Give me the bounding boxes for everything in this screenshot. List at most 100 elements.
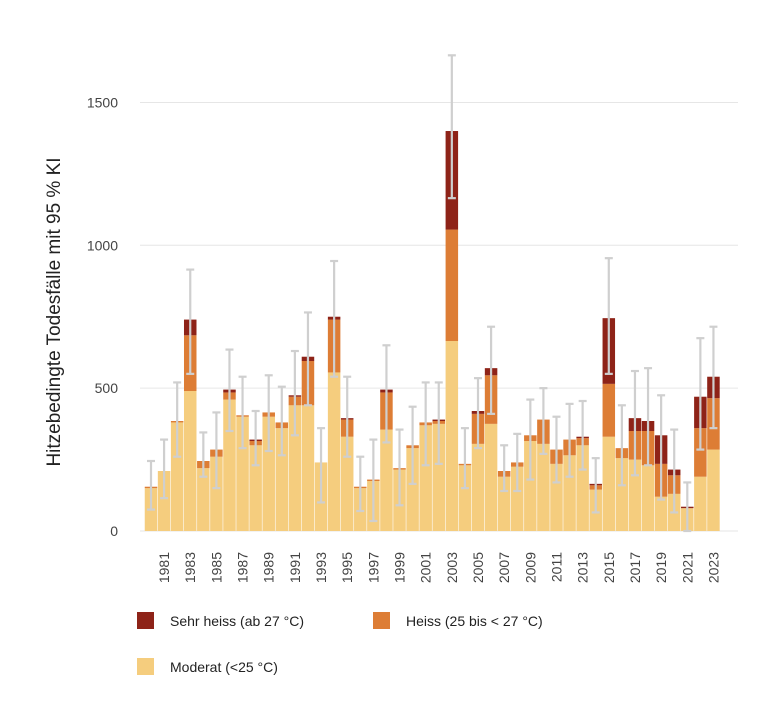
error-bar (303, 311, 312, 407)
y-axis-ticks: 0 500 1000 1500 (87, 94, 118, 539)
bar-segment (301, 405, 315, 531)
error-bar (186, 268, 195, 375)
chart-canvas: 0 500 1000 1500 1981 1983 1985 1987 1989 1991 199… (44, 54, 738, 583)
x-tick-label: 1991 (287, 552, 303, 583)
bar-segment (432, 423, 446, 531)
bar-segment (445, 229, 459, 342)
bar-segment (602, 436, 616, 531)
x-tick-label: 1999 (392, 552, 408, 583)
error-bar (264, 374, 273, 453)
error-bar (617, 404, 626, 487)
error-bar (421, 381, 430, 467)
x-tick-label: 2013 (575, 552, 591, 583)
legend-swatch-sehr-heiss (137, 612, 154, 629)
x-tick-label: 2015 (601, 552, 617, 583)
bar-segment (602, 383, 616, 437)
bar-segment (550, 463, 563, 531)
bars (144, 131, 720, 531)
error-bar (513, 432, 522, 493)
legend-swatch-moderat (137, 658, 154, 675)
bar-segment (694, 428, 707, 477)
error-bar (487, 325, 496, 415)
error-bar (147, 459, 155, 511)
x-tick-label: 1981 (156, 552, 172, 583)
x-tick-label: 1995 (339, 552, 355, 583)
bar-segment (445, 341, 459, 531)
bar-segment (537, 443, 550, 531)
x-tick-label: 2007 (496, 552, 512, 583)
bar-segment (641, 465, 655, 531)
error-bar (173, 381, 182, 458)
bar-segment (183, 391, 197, 531)
x-tick-label: 1985 (208, 552, 224, 583)
legend-label-heiss: Heiss (25 bis < 27 °C) (406, 612, 543, 629)
legend-item-moderat[interactable]: Moderat (<25 °C) (137, 658, 278, 675)
error-bar (644, 367, 653, 467)
bar-segment (628, 459, 642, 531)
error-bar (709, 325, 718, 430)
error-bar (343, 375, 352, 458)
error-bar (591, 457, 600, 514)
bar-segment (419, 425, 432, 531)
bar-segment (327, 372, 341, 531)
error-bar (500, 444, 509, 493)
x-tick-label: 2003 (444, 552, 460, 583)
y-axis-title: Hitzebedingte Todesfälle mit 95 % KI (44, 157, 65, 466)
error-bar (552, 415, 561, 484)
legend-label-sehr-heiss: Sehr heiss (ab 27 °C) (170, 612, 304, 629)
error-bar (670, 428, 679, 514)
bar-segment (654, 496, 668, 531)
bar-segment (458, 465, 472, 531)
bar-segment (707, 449, 720, 531)
y-tick-label: 500 (95, 380, 119, 396)
error-bar (199, 431, 208, 478)
bar-segment (249, 445, 262, 531)
bar-segment (406, 448, 419, 531)
bar-segment (197, 468, 210, 531)
error-bar (474, 377, 482, 450)
x-tick-label: 2009 (522, 552, 538, 583)
error-bar (251, 409, 260, 467)
x-tick-label: 2001 (418, 552, 434, 583)
bar-segment (563, 455, 576, 531)
error-bar (356, 455, 365, 513)
error-bar (447, 54, 456, 200)
x-tick-label: 1993 (313, 552, 329, 583)
y-tick-label: 0 (110, 523, 118, 539)
error-bars (147, 54, 718, 533)
error-bar (408, 405, 417, 485)
y-tick-label: 1500 (87, 94, 118, 110)
x-tick-label: 2019 (653, 552, 669, 583)
bar-segment (615, 458, 629, 531)
bar-segment (510, 466, 524, 531)
x-tick-label: 2021 (679, 552, 695, 583)
x-tick-label: 2005 (470, 552, 486, 583)
x-tick-label: 1997 (365, 552, 381, 583)
legend-label-moderat: Moderat (<25 °C) (170, 658, 278, 675)
error-bar (290, 349, 299, 437)
error-bar (565, 402, 574, 478)
error-bar (683, 481, 692, 533)
bar-segment (524, 441, 537, 531)
bar-segment (157, 471, 171, 531)
bar-segment (380, 429, 393, 531)
error-bar (526, 398, 535, 481)
error-bar (657, 394, 666, 501)
bar-segment (210, 456, 223, 531)
error-bar (212, 411, 221, 490)
bar-segment (223, 399, 236, 531)
legend-item-heiss[interactable]: Heiss (25 bis < 27 °C) (373, 612, 543, 629)
bar-segment (471, 443, 485, 531)
x-tick-label: 2011 (548, 552, 564, 582)
error-bar (238, 375, 247, 450)
error-bar (434, 381, 443, 465)
bar-segment (484, 423, 498, 531)
error-bar (160, 438, 169, 500)
bar-segment (236, 416, 249, 531)
x-tick-label: 1987 (235, 552, 251, 583)
legend-item-sehr-heiss[interactable]: Sehr heiss (ab 27 °C) (137, 612, 304, 629)
x-tick-label: 1983 (182, 552, 198, 583)
y-tick-label: 1000 (87, 237, 118, 253)
x-axis-ticks: 1981 1983 1985 1987 1989 1991 1993 1995 1997 1999… (156, 552, 721, 583)
bar-segment (170, 422, 184, 531)
